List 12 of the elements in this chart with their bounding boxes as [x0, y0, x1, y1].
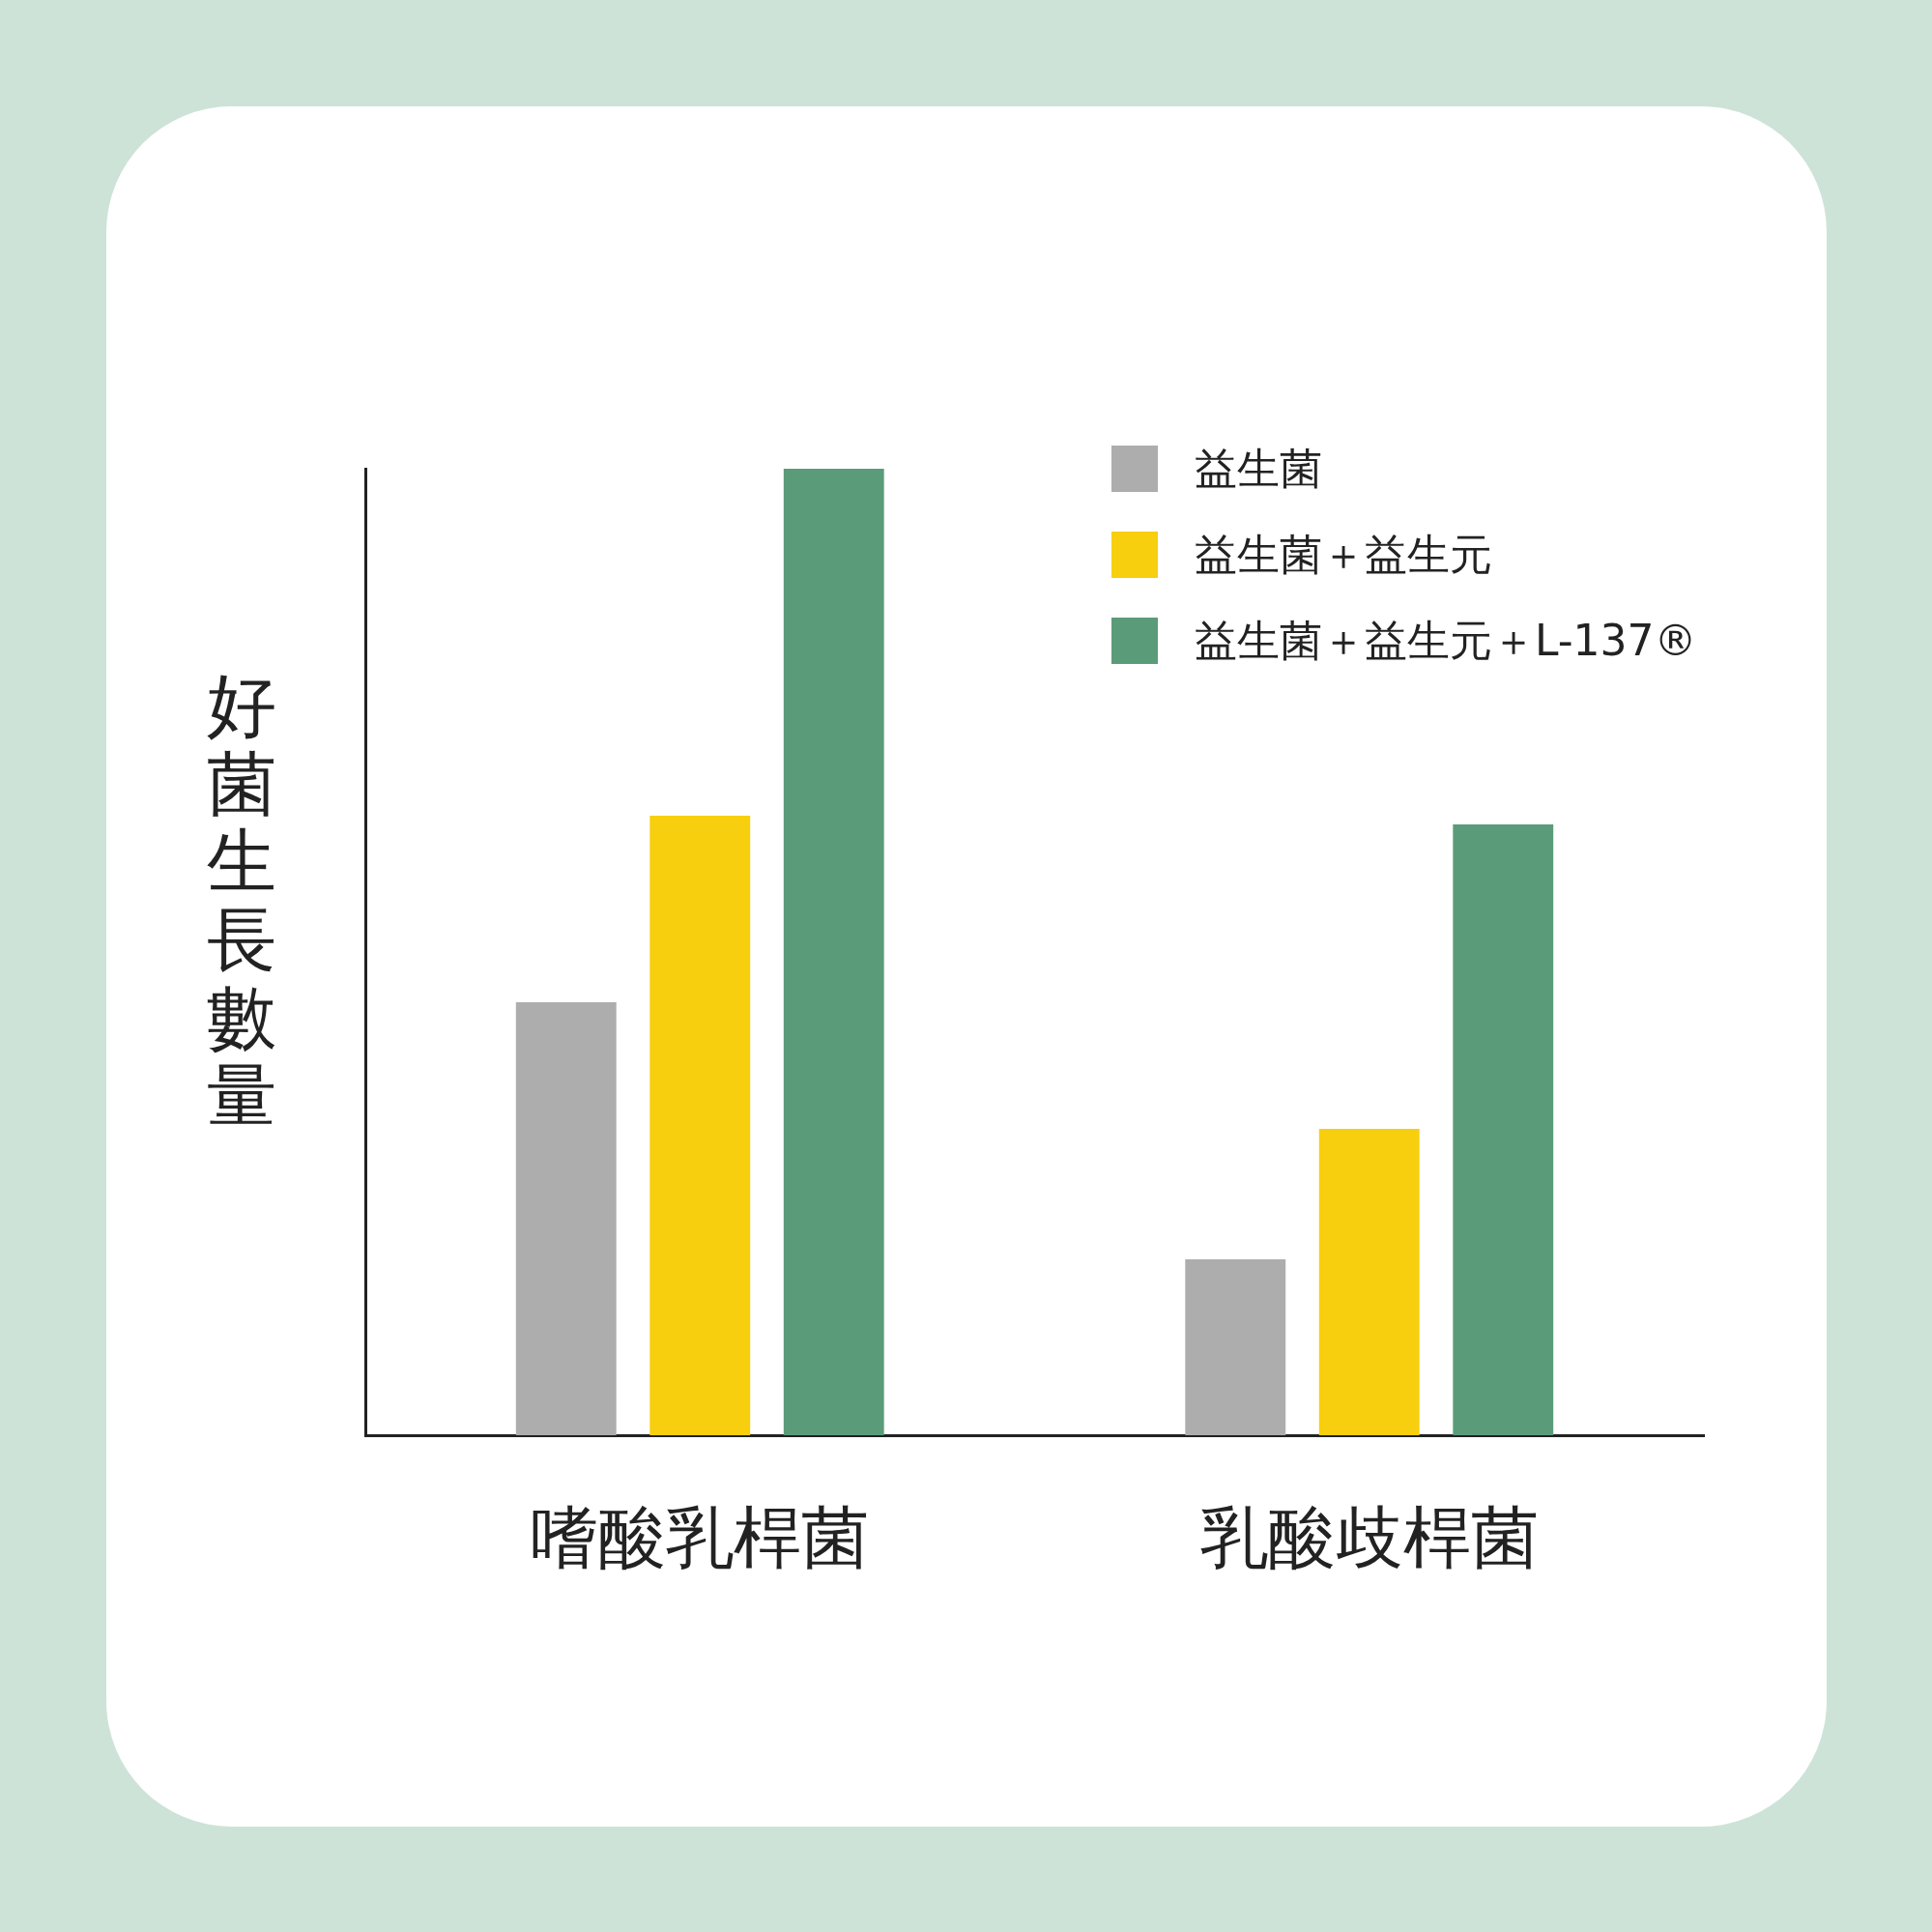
- legend-label: 益生菌: [1195, 442, 1322, 495]
- bar: [515, 1002, 617, 1435]
- bar: [649, 816, 751, 1435]
- x-tick-label: 嗜酸乳桿菌: [531, 1498, 870, 1578]
- bar: [1318, 1129, 1420, 1435]
- legend-label: 益生菌＋益生元＋L-137®: [1195, 614, 1697, 667]
- x-tick-label: 乳酸歧桿菌: [1199, 1498, 1539, 1578]
- bar: [1185, 1259, 1286, 1435]
- bar: [783, 469, 884, 1435]
- y-axis-title: 好菌生長數量: [206, 665, 277, 1137]
- bar: [1453, 824, 1554, 1435]
- legend-label: 益生菌＋益生元: [1195, 528, 1492, 581]
